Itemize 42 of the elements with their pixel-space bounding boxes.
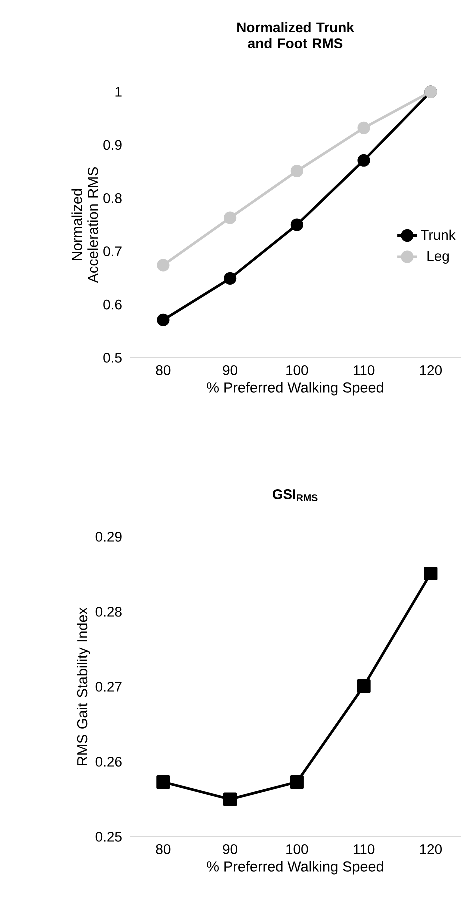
legend-label: Trunk: [421, 230, 456, 240]
y-tick-label: 0.25: [96, 832, 122, 842]
x-tick-label: 80: [156, 844, 171, 854]
x-tick-label: 100: [286, 844, 308, 854]
y-tick-label: 0.28: [96, 607, 122, 617]
y-tick-label: 0.6: [104, 300, 122, 310]
point: [358, 122, 370, 134]
chart-title: Normalized Trunk and Foot RMS: [238, 22, 354, 49]
legend-label: Leg: [428, 252, 449, 264]
point: [358, 154, 370, 167]
y-tick-label: 0.7: [104, 246, 122, 257]
point: [357, 679, 371, 694]
point: [157, 259, 170, 272]
y-axis-title: RMS Gait Stability Index: [77, 608, 90, 766]
y-tick-label: 0.26: [96, 757, 122, 767]
y-tick-label: 0.8: [104, 193, 122, 204]
point: [224, 792, 238, 806]
y-tick-label: 0.27: [96, 682, 122, 692]
x-tick-label: 90: [223, 366, 238, 376]
point: [424, 566, 438, 581]
x-tick-label: 110: [354, 366, 375, 376]
y-tick-label: 1: [116, 87, 122, 97]
point: [224, 212, 237, 224]
point: [157, 314, 170, 327]
y-axis-title: Normalized Acceleration RMS: [72, 167, 98, 284]
point: [290, 218, 304, 232]
x-tick-label: 80: [156, 366, 171, 376]
y-tick-label: 0.5: [104, 353, 122, 363]
x-tick-label: 110: [354, 844, 375, 854]
point: [290, 775, 304, 790]
point: [224, 272, 237, 286]
point: [290, 164, 304, 178]
x-tick-label: 120: [420, 366, 442, 376]
x-axis-title: % Preferred Walking Speed: [207, 861, 384, 875]
y-tick-label: 0.29: [96, 532, 122, 542]
point: [156, 775, 170, 790]
x-tick-label: 90: [223, 844, 238, 854]
chart-title: GSI$_{RMS}$: [272, 490, 318, 502]
x-axis-title: % Preferred Walking Speed: [207, 382, 384, 396]
x-tick-label: 120: [420, 844, 442, 854]
x-tick-label: 100: [286, 366, 308, 376]
y-tick-label: 0.9: [104, 140, 122, 150]
